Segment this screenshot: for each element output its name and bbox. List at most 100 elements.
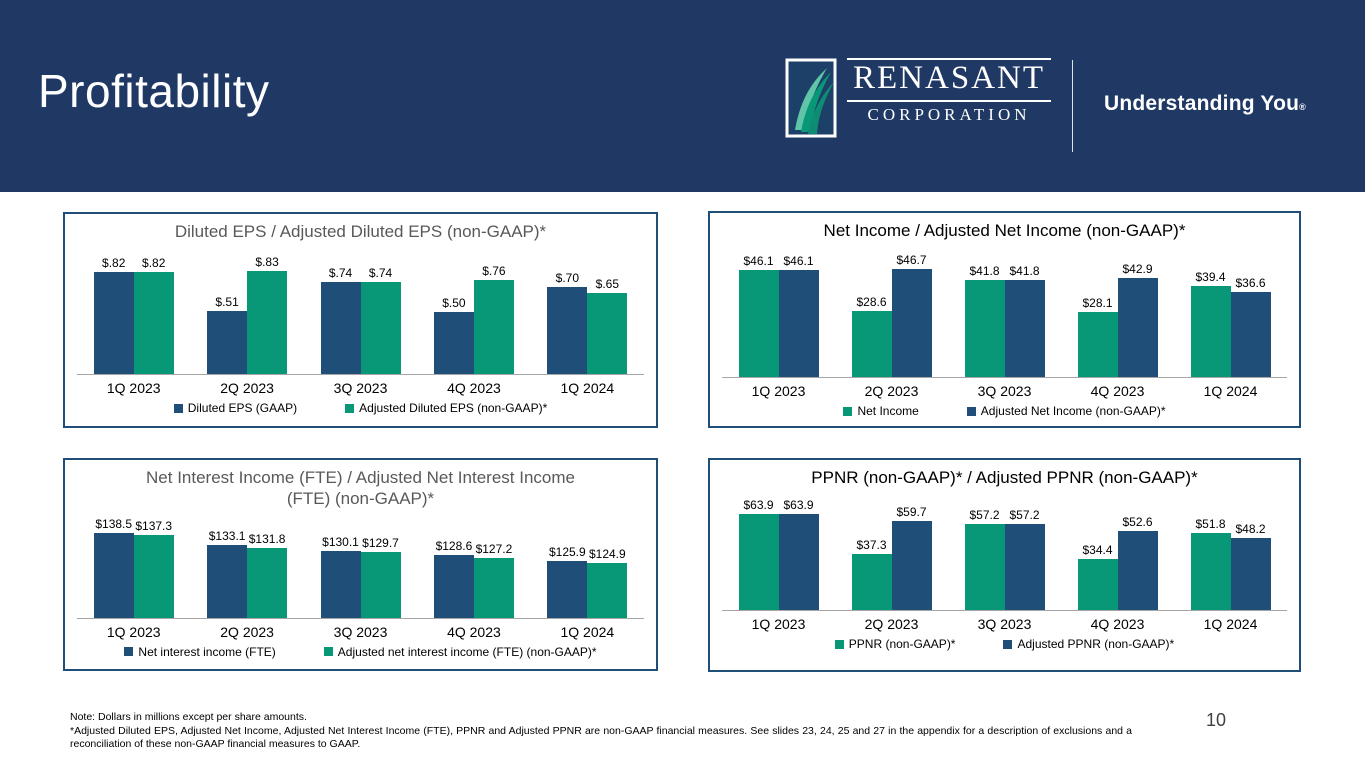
bar-value-label: $41.8 — [969, 264, 1000, 279]
bar-value-label: $.65 — [595, 277, 619, 292]
x-axis-line — [77, 617, 644, 619]
chart-title: Net Income / Adjusted Net Income (non-GA… — [823, 221, 1186, 240]
bar — [1077, 558, 1118, 611]
legend-item: Adjusted Net Income (non-GAAP)* — [966, 404, 1166, 418]
bar-column: $137.3 — [133, 512, 174, 618]
legend-swatch — [323, 647, 333, 656]
bar — [1230, 537, 1271, 611]
plot-area: $138.5 $137.3 $133.1 $131.8 $130.1 $129.7 $128… — [77, 512, 644, 618]
bar-value-label: $130.1 — [322, 535, 359, 550]
logo-wordmark: RENASANT — [847, 58, 1052, 102]
bar-column: $.70 — [547, 244, 588, 375]
bar-group: $51.8 $48.2 — [1174, 490, 1287, 611]
bar — [1077, 312, 1118, 378]
bar-value-label: $.51 — [215, 294, 239, 309]
bar — [851, 310, 892, 378]
bar-value-label: $.82 — [142, 256, 166, 271]
bar-value-label: $36.6 — [1235, 276, 1266, 291]
chart-ppnr: PPNR (non-GAAP)* / Adjusted PPNR (non-GA… — [708, 458, 1301, 672]
bar-column: $46.1 — [778, 243, 819, 378]
bar-value-label: $34.4 — [1082, 542, 1113, 557]
plot-area: $.82 $.82 $.51 $.83 $.74 $.74 $.50 $.76 $.70 $.65 — [77, 244, 644, 375]
bar-group: $133.1 $131.8 — [190, 512, 303, 618]
bar-column: $.76 — [473, 244, 514, 375]
legend-item: PPNR (non-GAAP)* — [834, 637, 956, 652]
bar — [473, 279, 514, 375]
bar-column: $128.6 — [433, 512, 474, 618]
plot-area: $46.1 $46.1 $28.6 $46.7 $41.8 $41.8 $28.1 $42.9… — [722, 243, 1287, 378]
bar — [433, 312, 474, 375]
footnote-note-line: Note: Dollars in millions except per sha… — [70, 711, 307, 723]
bar-column: $48.2 — [1230, 490, 1271, 611]
category-label: 4Q 2023 — [447, 380, 501, 397]
category-label: 3Q 2023 — [333, 380, 388, 397]
bar-value-label: $.74 — [328, 266, 353, 281]
category-label: 3Q 2023 — [977, 383, 1032, 400]
bar — [891, 268, 932, 378]
bar-value-label: $46.7 — [896, 252, 927, 267]
bar-value-label: $129.7 — [362, 536, 399, 551]
bar-value-label: $131.8 — [248, 531, 286, 546]
bar-column: $.65 — [587, 244, 628, 375]
bar-value-label: $125.9 — [548, 544, 586, 559]
legend-swatch — [345, 403, 355, 413]
legend-item: Net Income — [843, 404, 919, 419]
legend: Net Income Adjusted Net Income (non-GAAP)… — [722, 404, 1287, 418]
legend-swatch — [843, 406, 853, 416]
category-axis: 1Q 2023 2Q 2023 3Q 2023 4Q 2023 1Q 2024 — [77, 624, 644, 640]
legend-label: PPNR (non-GAAP)* — [848, 637, 956, 652]
bar-column: $57.2 — [964, 490, 1005, 611]
bar-column: $124.9 — [587, 512, 628, 618]
bar — [473, 557, 514, 618]
bar — [964, 524, 1005, 611]
footnote-asterisk-paragraph: *Adjusted Diluted EPS, Adjusted Net Inco… — [70, 724, 1132, 751]
header-divider — [1072, 60, 1073, 152]
bar-value-label: $37.3 — [856, 538, 887, 553]
legend-label: Net interest income (FTE) — [138, 644, 276, 659]
bar-value-label: $46.1 — [743, 254, 774, 269]
x-axis-line — [77, 374, 644, 376]
category-label: 1Q 2023 — [751, 616, 806, 633]
category-label: 1Q 2024 — [1203, 383, 1258, 400]
legend-swatch — [966, 406, 976, 416]
bar-column: $59.7 — [891, 490, 932, 611]
bar — [778, 514, 819, 611]
legend-label: Adjusted net interest income (FTE) (non-… — [337, 644, 597, 659]
bar-value-label: $46.1 — [783, 254, 814, 269]
legend-label: Adjusted Diluted EPS (non-GAAP)* — [359, 401, 548, 416]
category-label: 1Q 2024 — [1203, 616, 1258, 633]
bar — [207, 310, 248, 375]
legend-swatch — [834, 639, 844, 649]
category-label: 4Q 2023 — [1090, 383, 1145, 400]
bar-value-label: $138.5 — [95, 516, 133, 531]
bar-value-label: $128.6 — [435, 538, 473, 553]
bar-value-label: $124.9 — [588, 546, 626, 561]
bar-value-label: $127.2 — [475, 541, 513, 556]
legend-label: Net Income — [857, 404, 919, 419]
category-label: 1Q 2023 — [751, 383, 806, 400]
renasant-logo: RENASANT CORPORATION — [785, 58, 1052, 138]
bar — [738, 514, 779, 611]
bar-column: $.50 — [433, 244, 474, 375]
registered-mark: ® — [1299, 102, 1306, 112]
bar-group: $63.9 $63.9 — [722, 490, 835, 611]
bar-group: $46.1 $46.1 — [722, 243, 835, 378]
logo-subtitle: CORPORATION — [867, 104, 1031, 124]
bar — [1117, 277, 1158, 378]
bar-value-label: $28.6 — [856, 294, 887, 309]
legend: PPNR (non-GAAP)* Adjusted PPNR (non-GAAP)… — [722, 637, 1287, 651]
category-axis: 1Q 2023 2Q 2023 3Q 2023 4Q 2023 1Q 2024 — [77, 380, 644, 396]
bar — [360, 552, 401, 618]
bar-value-label: $63.9 — [743, 498, 774, 513]
legend: Net interest income (FTE) Adjusted net in… — [77, 645, 644, 659]
legend-item: Net interest income (FTE) — [124, 644, 276, 659]
chart-title: PPNR (non-GAAP)* / Adjusted PPNR (non-GA… — [811, 468, 1198, 487]
category-axis: 1Q 2023 2Q 2023 3Q 2023 4Q 2023 1Q 2024 — [722, 383, 1287, 399]
bar-value-label: $57.2 — [969, 508, 1000, 523]
bar-group: $41.8 $41.8 — [948, 243, 1061, 378]
bar — [93, 272, 134, 375]
bar-group: $.74 $.74 — [304, 244, 417, 375]
legend-label: Diluted EPS (GAAP) — [187, 401, 298, 416]
category-label: 2Q 2023 — [864, 616, 919, 633]
